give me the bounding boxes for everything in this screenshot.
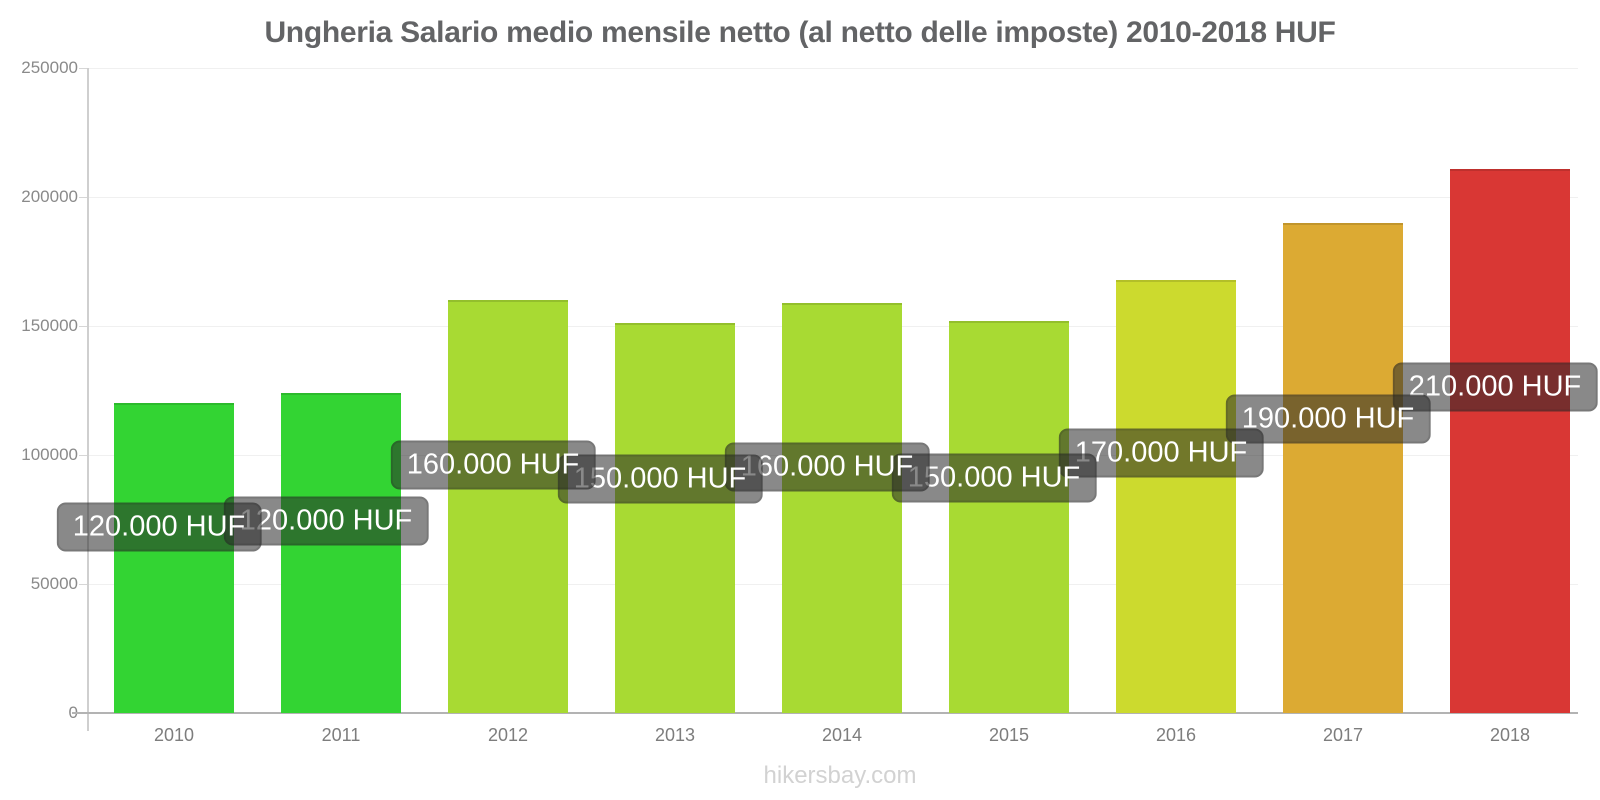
y-axis-tick [79, 68, 87, 69]
x-axis-label-2011: 2011 [321, 725, 361, 745]
chart-title: Ungheria Salario medio mensile netto (al… [264, 16, 1336, 49]
x-axis-label-2013: 2013 [654, 725, 696, 745]
x-axis-label-2018: 2018 [1489, 725, 1531, 745]
x-axis-baseline [72, 712, 1578, 714]
bar-2016[interactable] [1116, 280, 1236, 713]
x-axis-label-2016: 2016 [1155, 725, 1197, 745]
bar-value-tooltip: 160.000 HUF [390, 440, 596, 490]
bar-2010[interactable] [114, 403, 234, 713]
y-axis-tick-label: 250000 [21, 58, 78, 77]
y-axis-tick [79, 197, 87, 198]
bar-2015[interactable] [949, 321, 1069, 713]
x-axis-label-2015: 2015 [988, 725, 1030, 745]
bar-2018[interactable] [1450, 169, 1570, 713]
watermark: hikersbay.com [763, 762, 917, 789]
gridline [88, 197, 1578, 198]
y-axis-tick [79, 584, 87, 585]
y-axis-tick-label: 50000 [30, 574, 78, 593]
bar-2011[interactable] [281, 393, 401, 713]
y-axis-tick-label: 100000 [21, 445, 78, 464]
bar-2017[interactable] [1283, 223, 1403, 713]
bar-value-tooltip: 210.000 HUF [1392, 362, 1598, 412]
y-axis-tick-label: 0 [0, 703, 78, 723]
x-axis-label-2017: 2017 [1322, 725, 1364, 745]
x-axis-label-2014: 2014 [821, 725, 863, 745]
y-axis-line [87, 68, 89, 731]
bar-2013[interactable] [615, 323, 735, 713]
bar-value-tooltip: 120.000 HUF [56, 502, 262, 552]
y-axis-tick [79, 455, 87, 456]
gridline [88, 68, 1578, 69]
bar-2014[interactable] [782, 303, 902, 713]
bar-2012[interactable] [448, 300, 568, 713]
bar-value-tooltip: 190.000 HUF [1225, 394, 1431, 444]
y-axis-tick-label: 150000 [21, 316, 78, 335]
y-axis-tick [79, 326, 87, 327]
x-axis-label-2012: 2012 [487, 725, 529, 745]
y-axis-tick-label: 200000 [21, 187, 78, 206]
x-axis-label-2010: 2010 [153, 725, 195, 745]
